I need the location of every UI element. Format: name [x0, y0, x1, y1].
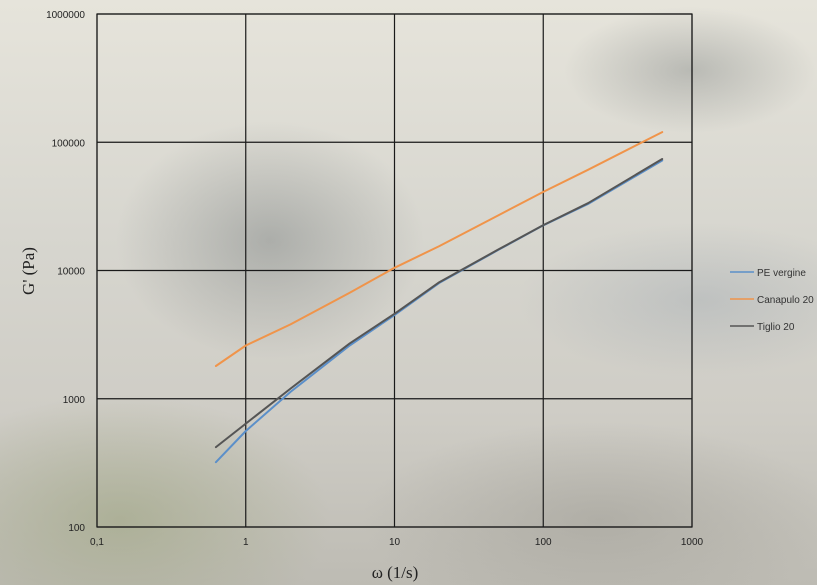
y-tick-label: 10000: [57, 267, 85, 278]
x-tick-label: 10: [389, 537, 401, 548]
x-tick-label: 1: [243, 537, 249, 548]
x-tick-label: 1000: [681, 537, 704, 548]
series-line-tiglio-20: [214, 158, 664, 449]
series-lines: [214, 131, 664, 464]
legend: PE vergine Canapulo 20 Tiglio 20: [730, 268, 814, 333]
legend-label-canapulo-20: Canapulo 20: [757, 295, 814, 306]
series-line-pe-vergine: [214, 159, 664, 464]
legend-label-tiglio-20: Tiglio 20: [757, 322, 795, 333]
x-tick-labels: 0,1 1 10 100 1000: [90, 537, 704, 548]
y-tick-label: 100000: [52, 138, 86, 149]
y-tick-label: 1000000: [46, 10, 85, 21]
x-axis-title: ω (1/s): [372, 563, 419, 582]
y-tick-labels: 100 1000 10000 100000 1000000: [46, 10, 85, 534]
x-tick-label: 0,1: [90, 537, 104, 548]
y-tick-label: 100: [68, 523, 85, 534]
plot-frame: [96, 13, 693, 528]
y-axis-title: G' (Pa): [19, 247, 38, 295]
y-tick-label: 1000: [63, 395, 86, 406]
legend-label-pe-vergine: PE vergine: [757, 268, 806, 279]
grid: [96, 13, 693, 528]
x-tick-label: 100: [535, 537, 552, 548]
series-line-canapulo-20: [214, 131, 664, 367]
